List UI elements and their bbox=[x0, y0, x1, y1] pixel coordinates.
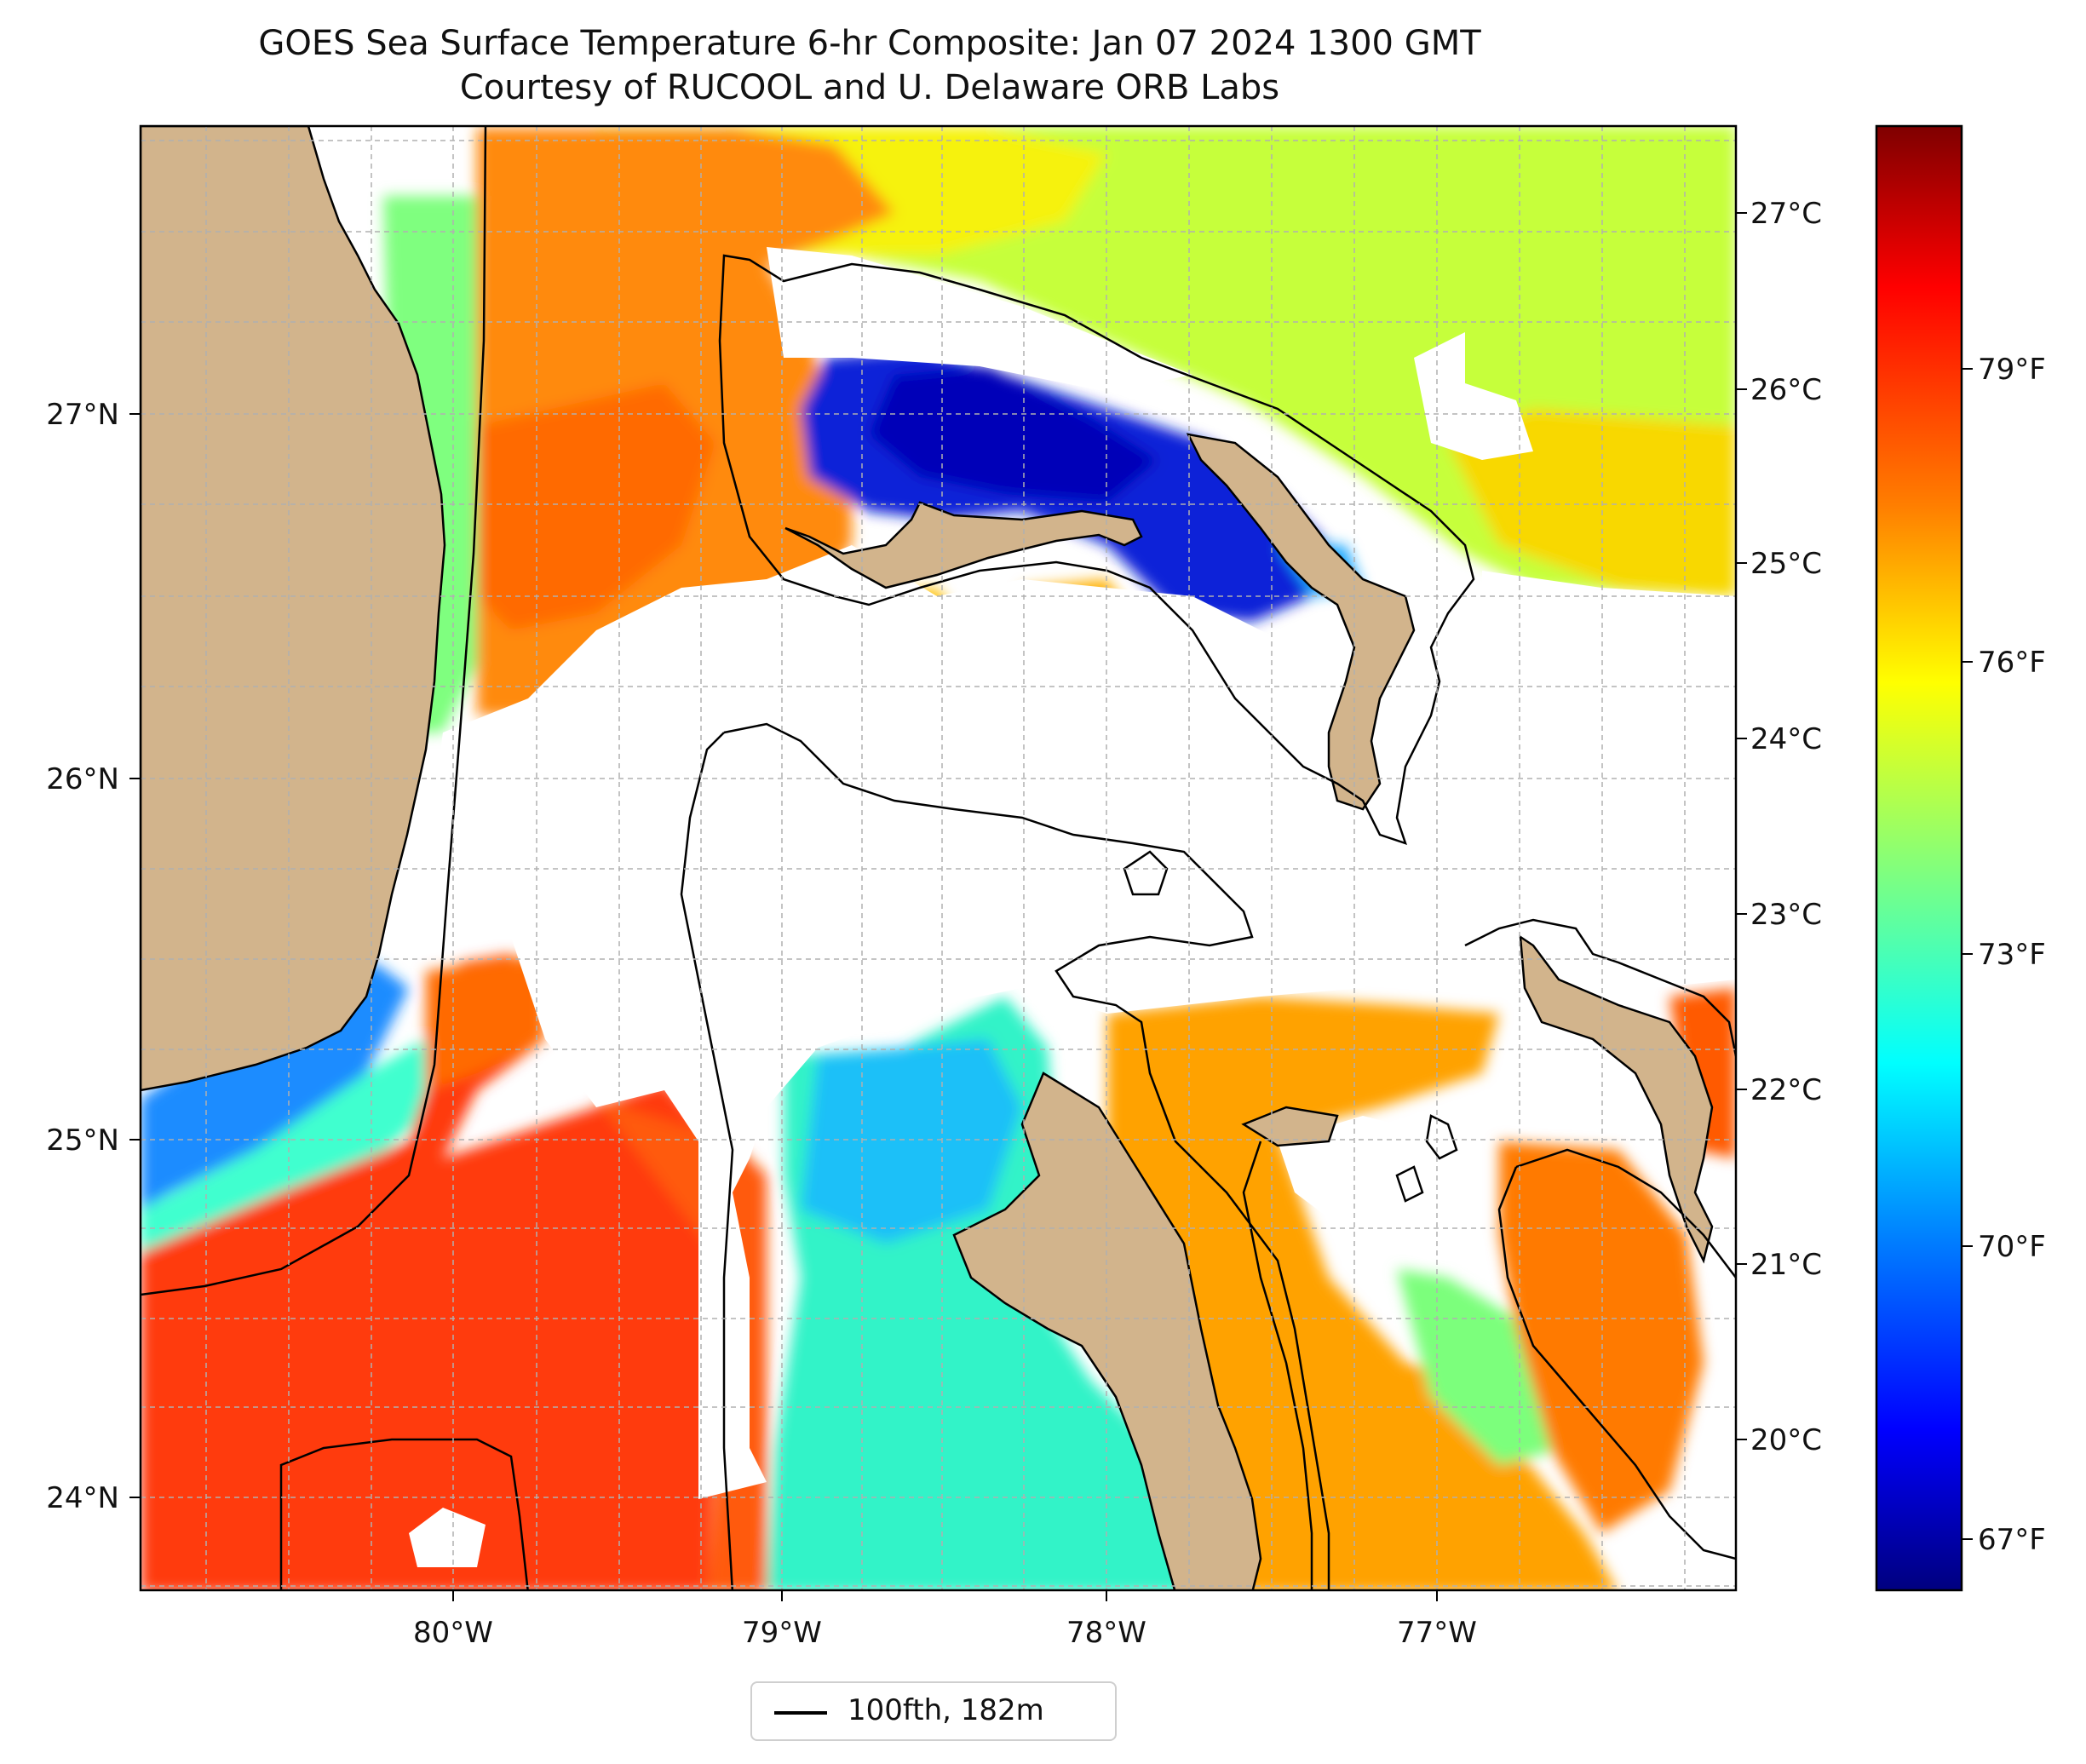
map-frame bbox=[139, 124, 1738, 1592]
fahrenheit-label-67: 67°F bbox=[1978, 1523, 2046, 1557]
isobath-100fth bbox=[141, 126, 1736, 1590]
grand-bahama-land bbox=[784, 501, 1143, 589]
legend-line-swatch bbox=[774, 1711, 827, 1715]
celsius-label-27: 27°C bbox=[1750, 197, 1822, 231]
lon-label-80w: 80°W bbox=[413, 1616, 493, 1650]
map-title: GOES Sea Surface Temperature 6-hr Compos… bbox=[258, 24, 1481, 63]
celsius-label-25: 25°C bbox=[1750, 547, 1822, 581]
lat-label-24n: 24°N bbox=[46, 1481, 119, 1515]
celsius-label-26: 26°C bbox=[1750, 373, 1822, 407]
axis-ticks bbox=[129, 413, 1438, 1601]
fahrenheit-label-79: 79°F bbox=[1978, 353, 2046, 387]
no-data-areas bbox=[409, 247, 1736, 1567]
land bbox=[141, 126, 1714, 1590]
celsius-label-23: 23°C bbox=[1750, 898, 1822, 932]
lon-label-79w: 79°W bbox=[742, 1616, 822, 1650]
lat-label-26n: 26°N bbox=[46, 762, 119, 796]
fahrenheit-label-76: 76°F bbox=[1978, 646, 2046, 680]
celsius-label-24: 24°C bbox=[1750, 722, 1822, 756]
celsius-label-21: 21°C bbox=[1750, 1248, 1822, 1282]
celsius-label-22: 22°C bbox=[1750, 1073, 1822, 1107]
celsius-label-20: 20°C bbox=[1750, 1423, 1822, 1457]
fahrenheit-label-70: 70°F bbox=[1978, 1230, 2046, 1264]
gridlines bbox=[141, 126, 1736, 1590]
lat-label-25n: 25°N bbox=[46, 1123, 119, 1158]
map-subtitle: Courtesy of RUCOOL and U. Delaware ORB L… bbox=[459, 68, 1280, 107]
abaco-land bbox=[1186, 433, 1416, 811]
exuma-land bbox=[1519, 934, 1714, 1264]
florida-land bbox=[141, 126, 446, 1092]
lon-label-78w: 78°W bbox=[1066, 1616, 1146, 1650]
legend-box: 100fth, 182m bbox=[750, 1681, 1117, 1741]
legend-label: 100fth, 182m bbox=[848, 1693, 1044, 1727]
colorbar-gradient bbox=[1875, 124, 1963, 1592]
lon-label-77w: 77°W bbox=[1397, 1616, 1477, 1650]
colorbar: 27°C 26°C 25°C 24°C 23°C 22°C 21°C 20°C … bbox=[1736, 124, 2046, 1592]
andros-land bbox=[952, 1072, 1262, 1590]
fahrenheit-label-73: 73°F bbox=[1978, 938, 2046, 972]
map-area bbox=[141, 126, 1736, 1590]
lat-label-27n: 27°N bbox=[46, 398, 119, 432]
